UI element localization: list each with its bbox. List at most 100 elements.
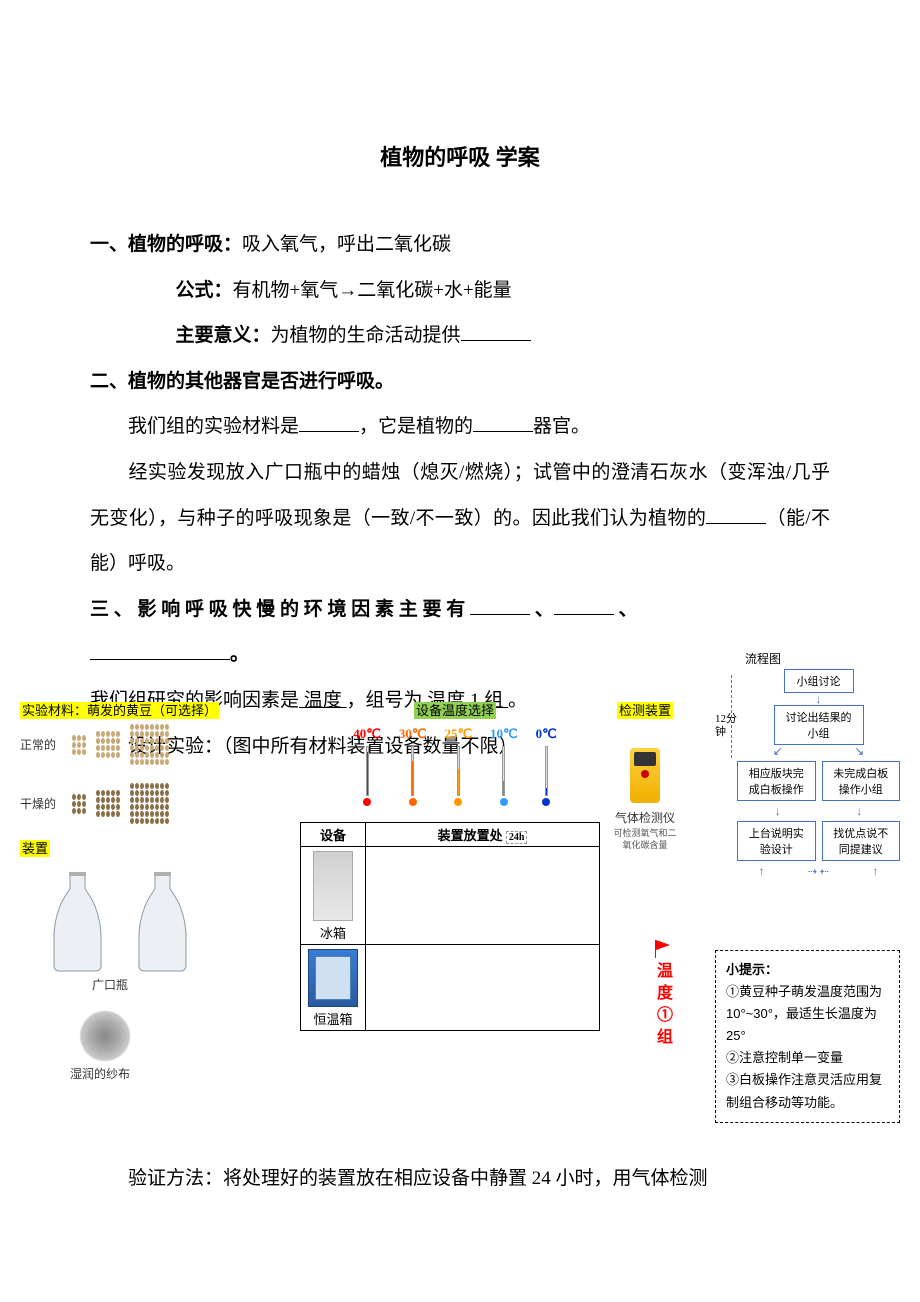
seeds-normal: 正常的 <box>20 724 230 765</box>
temp-item: 40℃ <box>353 726 381 806</box>
materials-header: 实验材料：萌发的黄豆（可选择） <box>20 702 219 719</box>
equipment-table: 设备 装置放置处 24h 冰箱 恒温箱 <box>300 822 600 1031</box>
temp-item: 25℃ <box>444 726 472 806</box>
equip-header-row: 设备 装置放置处 24h <box>301 823 600 847</box>
seeds-dry: 干燥的 <box>20 783 230 824</box>
equip-h2-text: 装置放置处 <box>438 828 503 843</box>
s1-meaning-label: 主要意义： <box>176 325 271 346</box>
bottle-icon-2 <box>135 872 190 972</box>
blank-meaning <box>461 322 531 341</box>
s1-meaning: 主要意义：为植物的生命活动提供 <box>90 313 830 359</box>
tip1: ①黄豆种子萌发温度范围为 10°~30°，最适生长温度为 25° <box>726 981 889 1047</box>
s2-heading: 二、植物的其他器官是否进行呼吸。 <box>90 359 830 405</box>
flow-box1: 小组讨论 <box>784 669 854 693</box>
seed-cluster-s2 <box>72 794 86 814</box>
s3-heading: 三 、 影 响 呼 吸 快 慢 的 环 境 因 素 主 要 有 、 、 <box>90 587 830 633</box>
flow-box2: 讨论出结果的小组 <box>774 705 864 745</box>
flow-box5: 上台说明实验设计 <box>737 821 816 861</box>
seed-cluster-m1 <box>96 731 120 758</box>
incubator-label: 恒温箱 <box>305 1009 361 1028</box>
seed-cluster-m2 <box>96 790 120 817</box>
detector-desc: 可检测氧气和二氧化碳含量 <box>610 828 680 851</box>
flag-group: 温度①组 <box>650 940 674 1050</box>
s1-formula: 公式：有机物+氧气→二氧化碳+水+能量 <box>90 268 830 314</box>
fridge-place <box>366 847 600 945</box>
seed-cluster-l2 <box>130 783 169 824</box>
equip-h1: 设备 <box>301 823 366 847</box>
detector-header: 检测装置 <box>617 702 673 719</box>
arrow-2b: ↘ <box>854 745 864 757</box>
blank-f2 <box>554 596 614 615</box>
arrow-3b: ↓ <box>856 805 862 817</box>
equip-duration: 24h <box>506 831 528 844</box>
incubator-icon <box>308 949 358 1007</box>
bottle-svg-2 <box>135 872 190 972</box>
flow-box3: 相应版块完成白板操作 <box>737 761 816 801</box>
s2-line1: 我们组的实验材料是 ，它是植物的 器官。 <box>90 404 830 450</box>
flow-title: 流程图 <box>745 650 900 667</box>
gauze-label: 湿润的纱布 <box>70 1065 230 1082</box>
temp-item: 30℃ <box>399 726 427 806</box>
blank-organ <box>473 413 533 432</box>
s2-l1a: 我们组的实验材料是 <box>128 416 299 437</box>
arrow-3a: ↓ <box>775 805 781 817</box>
temp-row: 40℃ 30℃ 25℃ 10℃ 0℃ <box>300 726 610 806</box>
temp-item: 10℃ <box>490 726 518 806</box>
arrow-1: ↓ <box>737 693 900 705</box>
arrow-split: ↙ ↘ <box>737 745 900 757</box>
bottle-svg <box>50 872 105 972</box>
equip-row-incubator: 恒温箱 <box>301 945 600 1031</box>
detector-col: 检测装置 气体检测仪 可检测氧气和二氧化碳含量 <box>610 700 680 851</box>
materials-area: 实验材料：萌发的黄豆（可选择） 正常的 干燥的 装置 <box>20 700 900 1180</box>
apparatus-header: 装置 <box>20 840 50 857</box>
apparatus-section: 装置 <box>20 838 230 858</box>
seed-cluster-s1 <box>72 735 86 755</box>
bottles-row <box>50 872 230 972</box>
fridge-cell: 冰箱 <box>301 847 366 945</box>
s2-line2: 经实验发现放入广口瓶中的蜡烛（熄灭/燃烧）；试管中的澄清石灰水（变浑浊/几乎无变… <box>90 450 830 587</box>
fridge-label: 冰箱 <box>305 923 361 942</box>
s2-l1b: ，它是植物的 <box>359 416 473 437</box>
bottle-icon <box>50 872 105 972</box>
temp-item: 0℃ <box>536 726 557 806</box>
s1-heading-rest: 吸入氧气，呼出二氧化碳 <box>242 234 451 255</box>
detector-wrap <box>610 748 680 803</box>
tips-title: 小提示： <box>726 959 889 981</box>
seeds-dry-label: 干燥的 <box>20 795 62 812</box>
section1: 一、植物的呼吸：吸入氧气，呼出二氧化碳 <box>90 222 830 268</box>
doc-title: 植物的呼吸 学案 <box>90 140 830 172</box>
bottle-label: 广口瓶 <box>20 976 200 993</box>
temp-header: 设备温度选择 <box>414 702 496 719</box>
arrow-4a: ↑ <box>759 865 765 878</box>
tips-box: 小提示： ①黄豆种子萌发温度范围为 10°~30°，最适生长温度为 25° ②注… <box>715 950 900 1123</box>
blank-material <box>299 413 359 432</box>
s3-head-text: 三 、 影 响 呼 吸 快 慢 的 环 境 因 素 主 要 有 <box>90 599 470 620</box>
equip-row-fridge: 冰箱 <box>301 847 600 945</box>
tip2: ②注意控制单一变量 <box>726 1047 889 1069</box>
blank-can <box>706 505 766 524</box>
footer-text: 验证方法：将处理好的装置放在相应设备中静置 24 小时，用气体检测 <box>90 1160 830 1198</box>
detector-name: 气体检测仪 <box>610 809 680 826</box>
flow-side-line <box>731 675 732 758</box>
gauze-icon <box>80 1011 130 1061</box>
center-col: 设备温度选择 40℃ 30℃ 25℃ 10℃ 0℃ 设备 装置放置处 24h 冰箱 恒温… <box>300 700 610 1031</box>
flow-box6: 找优点说不同提建议 <box>822 821 901 861</box>
incubator-cell: 恒温箱 <box>301 945 366 1031</box>
arrow-4b: ↑ <box>872 865 878 878</box>
s1-formula-text: 有机物+氧气→二氧化碳+水+能量 <box>233 280 512 301</box>
blank-f1 <box>470 596 530 615</box>
s1-heading: 一、植物的呼吸： <box>90 234 242 255</box>
gauze-wrap <box>80 1011 230 1061</box>
fridge-icon <box>313 851 353 921</box>
temp-header-wrap: 设备温度选择 <box>300 700 610 720</box>
flow-time: 12分钟 <box>715 669 737 739</box>
detector-icon <box>630 748 660 803</box>
flag-label: 温度①组 <box>650 962 674 1050</box>
flow-box4: 未完成白板操作小组 <box>822 761 901 801</box>
s2-l1c: 器官。 <box>533 416 590 437</box>
arrow-merge: ↑ ⇢ ⇠ ↑ <box>737 865 900 878</box>
seed-cluster-l1 <box>130 724 169 765</box>
s1-meaning-text: 为植物的生命活动提供 <box>271 325 461 346</box>
s1-formula-label: 公式： <box>176 280 233 301</box>
seeds-normal-label: 正常的 <box>20 736 62 753</box>
